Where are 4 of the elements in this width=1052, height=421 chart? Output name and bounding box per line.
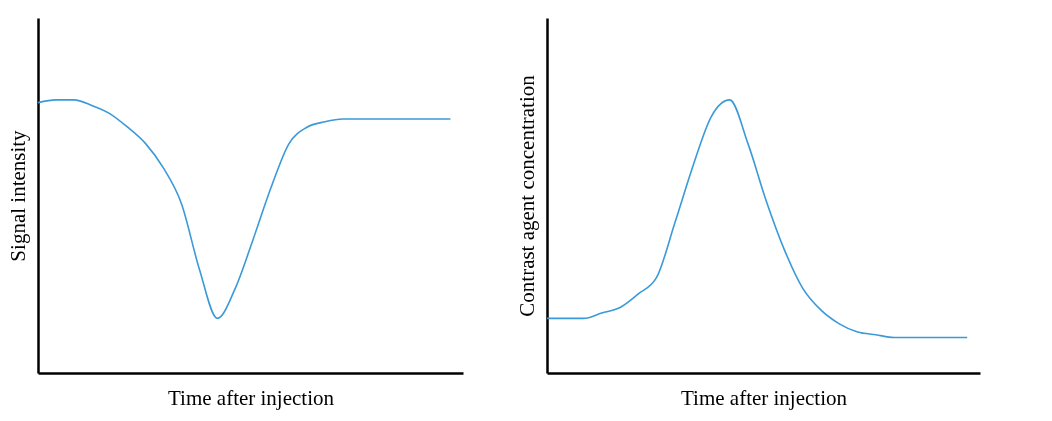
x-axis-title: Time after injection — [680, 385, 848, 410]
y-axis-title: Contrast agent concentration — [514, 74, 539, 317]
x-axis-title: Time after injection — [167, 385, 335, 410]
y-axis-title: Signal intensity — [5, 129, 30, 262]
